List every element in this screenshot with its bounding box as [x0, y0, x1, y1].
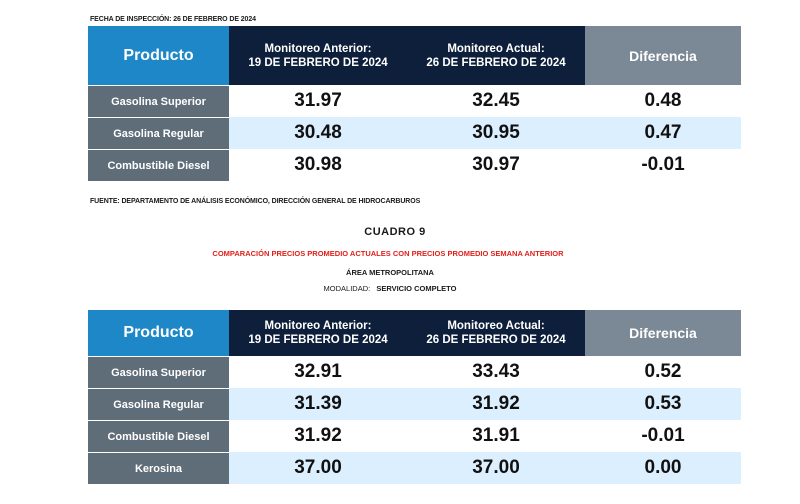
previous-price: 31.39 [229, 388, 407, 420]
header-previous-date: 19 DE FEBRERO DE 2024 [248, 334, 388, 346]
inspection-date: FECHA DE INSPECCIÓN: 26 DE FEBRERO DE 20… [90, 16, 256, 23]
table-row: Gasolina Regular 30.48 30.95 0.47 [88, 117, 741, 149]
header-previous-monitoring: Monitoreo Anterior: 19 DE FEBRERO DE 202… [229, 26, 407, 85]
comparison-title: COMPARACIÓN PRECIOS PROMEDIO ACTUALES CO… [212, 249, 564, 258]
header-difference: Diferencia [585, 310, 741, 356]
current-price: 31.92 [407, 388, 585, 420]
current-price: 33.43 [407, 356, 585, 388]
source-note: FUENTE: DEPARTAMENTO DE ANÁLISIS ECONÓMI… [90, 198, 421, 205]
modality-value: SERVICIO COMPLETO [376, 284, 457, 293]
cuadro-title: CUADRO 9 [364, 226, 426, 238]
header-current-label: Monitoreo Actual: [447, 320, 545, 332]
header-current-label: Monitoreo Actual: [447, 42, 545, 55]
table-row: Gasolina Superior 32.91 33.43 0.52 [88, 356, 741, 388]
header-current-monitoring: Monitoreo Actual: 26 DE FEBRERO DE 2024 [407, 310, 585, 356]
price-table-2: Producto Monitoreo Anterior: 19 DE FEBRE… [88, 310, 741, 484]
price-table-1: Producto Monitoreo Anterior: 19 DE FEBRE… [88, 26, 741, 181]
header-previous-label: Monitoreo Anterior: [264, 320, 372, 332]
table-row: Kerosina 37.00 37.00 0.00 [88, 452, 741, 484]
current-price: 31.91 [407, 420, 585, 452]
header-difference: Diferencia [585, 26, 741, 85]
product-name: Gasolina Superior [88, 356, 229, 388]
product-name: Kerosina [88, 452, 229, 484]
header-current-date: 26 DE FEBRERO DE 2024 [426, 334, 566, 346]
header-current-monitoring: Monitoreo Actual: 26 DE FEBRERO DE 2024 [407, 26, 585, 85]
price-difference: 0.47 [585, 117, 741, 149]
current-price: 32.45 [407, 85, 585, 117]
product-name: Gasolina Regular [88, 117, 229, 149]
price-difference: 0.00 [585, 452, 741, 484]
product-name: Gasolina Regular [88, 388, 229, 420]
table-header: Producto Monitoreo Anterior: 19 DE FEBRE… [88, 310, 741, 356]
header-current-date: 26 DE FEBRERO DE 2024 [426, 56, 566, 69]
price-difference: 0.52 [585, 356, 741, 388]
current-price: 30.95 [407, 117, 585, 149]
price-difference: 0.48 [585, 85, 741, 117]
header-previous-monitoring: Monitoreo Anterior: 19 DE FEBRERO DE 202… [229, 310, 407, 356]
header-previous-label: Monitoreo Anterior: [264, 42, 372, 55]
previous-price: 30.98 [229, 149, 407, 181]
previous-price: 31.92 [229, 420, 407, 452]
header-product: Producto [88, 26, 229, 85]
previous-price: 37.00 [229, 452, 407, 484]
previous-price: 31.97 [229, 85, 407, 117]
table-row: Combustible Diesel 31.92 31.91 -0.01 [88, 420, 741, 452]
header-product: Producto [88, 310, 229, 356]
product-name: Combustible Diesel [88, 420, 229, 452]
product-name: Gasolina Superior [88, 85, 229, 117]
current-price: 37.00 [407, 452, 585, 484]
table-row: Gasolina Regular 31.39 31.92 0.53 [88, 388, 741, 420]
previous-price: 32.91 [229, 356, 407, 388]
modality-label: MODALIDAD: [323, 284, 371, 293]
price-difference: -0.01 [585, 149, 741, 181]
price-difference: 0.53 [585, 388, 741, 420]
header-previous-date: 19 DE FEBRERO DE 2024 [248, 56, 388, 69]
current-price: 30.97 [407, 149, 585, 181]
table-row: Combustible Diesel 30.98 30.97 -0.01 [88, 149, 741, 181]
product-name: Combustible Diesel [88, 149, 229, 181]
table-header: Producto Monitoreo Anterior: 19 DE FEBRE… [88, 26, 741, 85]
area-title: ÁREA METROPOLITANA [346, 268, 434, 277]
price-difference: -0.01 [585, 420, 741, 452]
previous-price: 30.48 [229, 117, 407, 149]
table-row: Gasolina Superior 31.97 32.45 0.48 [88, 85, 741, 117]
modality-line: MODALIDAD: SERVICIO COMPLETO [0, 284, 790, 293]
